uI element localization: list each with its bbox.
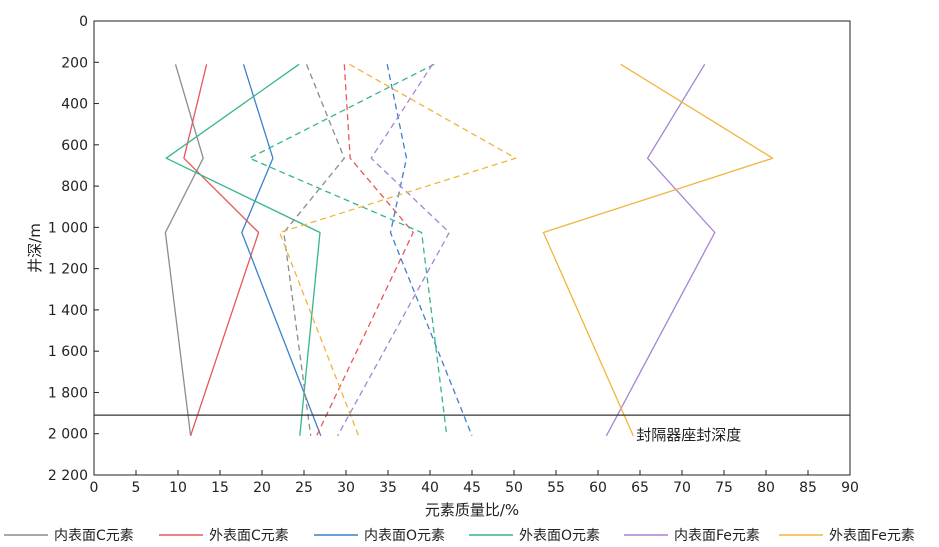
x-tick-label: 0: [90, 480, 99, 496]
y-tick-label: 800: [61, 179, 88, 195]
y-tick-label: 400: [61, 97, 88, 113]
x-tick-label: 60: [589, 480, 607, 496]
x-tick-label: 50: [505, 480, 523, 496]
x-tick-label: 70: [673, 480, 691, 496]
y-tick-label: 1 400: [48, 303, 88, 319]
x-tick-label: 30: [337, 480, 355, 496]
legend-label-3: 内表面O元素: [364, 528, 445, 544]
y-tick-label: 1 000: [48, 220, 88, 236]
y-tick-label: 2 000: [48, 427, 88, 443]
y-tick-label: 600: [61, 138, 88, 154]
x-tick-label: 80: [757, 480, 775, 496]
x-tick-label: 5: [132, 480, 141, 496]
x-tick-label: 35: [379, 480, 397, 496]
x-axis-title: 元素质量比/%: [425, 501, 519, 519]
y-tick-label: 0: [79, 14, 88, 30]
x-tick-label: 10: [169, 480, 187, 496]
legend-label-1: 内表面C元素: [54, 528, 134, 544]
x-tick-label: 45: [463, 480, 481, 496]
series-line-3: [241, 64, 322, 437]
series-line-7-dashed: [283, 64, 345, 436]
y-tick-label: 1 600: [48, 344, 88, 360]
series-line-5: [605, 63, 716, 437]
x-tick-label: 75: [715, 480, 733, 496]
y-tick-label: 2 200: [48, 468, 88, 484]
series-line-6: [542, 63, 774, 437]
y-axis-title: 井深/m: [26, 223, 44, 273]
series-line-11-dashed: [337, 63, 450, 437]
series-line-1: [164, 64, 204, 436]
x-tick-label: 20: [253, 480, 271, 496]
y-tick-label: 1 200: [48, 262, 88, 278]
packer-depth-label: 封隔器座封深度: [636, 426, 741, 444]
legend-label-4: 外表面O元素: [519, 528, 600, 544]
series-line-2: [183, 64, 260, 437]
x-tick-label: 85: [799, 480, 817, 496]
x-tick-label: 25: [295, 480, 313, 496]
legend-label-5: 内表面Fe元素: [674, 528, 760, 544]
y-tick-label: 200: [61, 55, 88, 71]
y-tick-label: 1 800: [48, 385, 88, 401]
legend-label-2: 外表面C元素: [209, 528, 289, 544]
series-line-12-dashed: [278, 63, 517, 437]
series-line-8-dashed: [316, 64, 414, 437]
x-tick-label: 65: [631, 480, 649, 496]
x-tick-label: 90: [841, 480, 859, 496]
legend-label-6: 外表面Fe元素: [829, 528, 915, 544]
plot-frame: [93, 20, 851, 476]
x-tick-label: 15: [211, 480, 229, 496]
series-line-9-dashed: [386, 64, 473, 437]
series-line-10-dashed: [248, 63, 448, 436]
x-tick-label: 55: [547, 480, 565, 496]
series-line-4: [165, 63, 321, 436]
x-tick-label: 40: [421, 480, 439, 496]
